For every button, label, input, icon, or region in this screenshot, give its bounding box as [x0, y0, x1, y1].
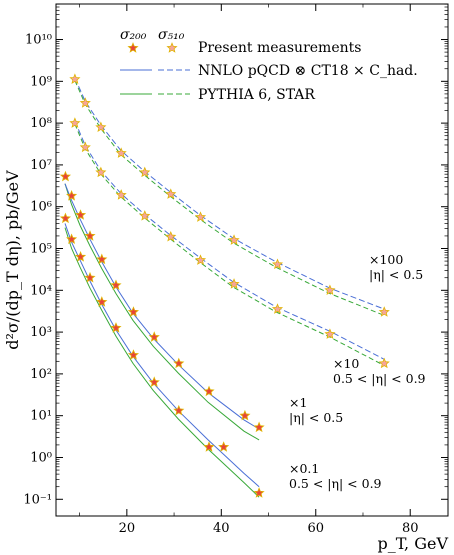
data-point [95, 166, 107, 178]
data-point [69, 73, 81, 84]
data-point [148, 376, 160, 387]
data-point [324, 328, 336, 339]
data-point [84, 271, 96, 283]
data-point [96, 296, 108, 307]
data-point [75, 209, 87, 220]
x-tick-label: 20 [119, 521, 136, 536]
pythia-curve [64, 183, 260, 441]
data-point [203, 441, 215, 452]
y-axis-title: d²σ/(dp_T dη), pb/GeV [3, 170, 22, 350]
legend-entry-label: Present measurements [198, 40, 361, 56]
series-label: ×1 [289, 395, 307, 410]
data-point [115, 147, 127, 158]
data-point [378, 357, 390, 369]
x-tick-label: 60 [307, 521, 324, 536]
data-point [110, 279, 122, 291]
data-point [271, 303, 284, 314]
data-point [79, 97, 91, 108]
x-axis-title: p_T, GeV [377, 534, 448, 553]
series-label: 0.5 < |η| < 0.9 [333, 371, 426, 386]
data-point [59, 212, 72, 224]
data-point [239, 409, 251, 421]
legend-entry-label: NNLO pQCD ⊗ CT18 × C_had. [198, 63, 418, 79]
theory-curves [64, 77, 385, 498]
y-tick-label: 10¹⁰ [25, 33, 52, 48]
x-tick-labels: 20 40 60 80 [119, 521, 419, 536]
data-point [228, 234, 240, 245]
y-tick-label: 10⁻¹ [23, 492, 52, 507]
x-tick-label: 40 [213, 521, 230, 536]
data-point [148, 331, 160, 342]
data-point [271, 258, 284, 270]
nnlo-curve [74, 77, 385, 310]
legend: σ₂₀₀ σ₅₁₀ Present measurements NNLO pQCD ⊗ … [120, 27, 418, 103]
axis-ticks [56, 3, 448, 516]
data-point [253, 421, 265, 433]
series-label: |η| < 0.5 [289, 410, 343, 425]
y-tick-label: 10⁸ [30, 116, 52, 131]
plot-frame [55, 3, 449, 517]
data-point [110, 322, 122, 333]
data-point [165, 230, 177, 242]
legend-marker-200 [127, 42, 139, 53]
pythia-curve [64, 227, 260, 498]
series-label: ×0.1 [289, 461, 319, 476]
legend-entry-label: PYTHIA 6, STAR [198, 87, 315, 103]
data-point [218, 441, 230, 452]
series-label: ×100 [369, 252, 403, 267]
data-point [194, 254, 207, 265]
data-point [127, 349, 140, 360]
data-point [127, 306, 140, 317]
series-annotations: ×1|η| < 0.5×0.10.5 < |η| < 0.9×100|η| < … [289, 252, 426, 491]
data-point [324, 284, 336, 296]
data-point [74, 251, 87, 262]
pythia-curve [74, 80, 385, 316]
data-point [79, 141, 91, 153]
data-point [96, 253, 108, 265]
data-points [59, 73, 390, 498]
data-point [139, 210, 151, 221]
y-tick-label: 10⁴ [30, 283, 52, 298]
data-point [139, 166, 151, 178]
y-tick-label: 10⁶ [30, 200, 52, 215]
legend-col-head: σ₂₀₀ [120, 27, 147, 43]
data-point [203, 385, 215, 397]
data-point [59, 170, 72, 182]
data-point [66, 189, 78, 201]
data-point [84, 230, 96, 241]
data-point [253, 487, 265, 498]
y-tick-label: 10¹ [30, 409, 52, 424]
series-label: ×10 [333, 356, 359, 371]
data-point [173, 404, 185, 416]
data-point [194, 211, 207, 222]
data-point [165, 188, 177, 199]
y-tick-label: 10² [30, 367, 52, 382]
pythia-curve [74, 123, 385, 366]
data-point [378, 306, 390, 317]
data-point [115, 189, 127, 200]
y-tick-label: 10⁹ [30, 74, 52, 89]
y-tick-label: 10³ [30, 325, 52, 340]
y-tick-labels: 10⁻¹ 10⁰ 10¹ 10² 10³ 10⁴ 10⁵ 10⁶ 10⁷ 10⁸ 10⁹ 10¹⁰ [23, 33, 52, 508]
series-label: 0.5 < |η| < 0.9 [289, 476, 382, 491]
data-point [173, 357, 185, 369]
legend-marker-510 [166, 42, 178, 53]
data-point [95, 121, 107, 133]
legend-col-head: σ₅₁₀ [158, 27, 185, 43]
data-point [228, 278, 240, 289]
y-tick-label: 10⁰ [30, 450, 52, 465]
y-tick-label: 10⁷ [30, 158, 52, 173]
data-point [66, 233, 78, 245]
y-tick-label: 10⁵ [30, 242, 52, 257]
x-tick-label: 80 [402, 521, 419, 536]
nnlo-curve [74, 120, 385, 360]
series-label: |η| < 0.5 [369, 267, 423, 282]
data-point [69, 117, 81, 128]
